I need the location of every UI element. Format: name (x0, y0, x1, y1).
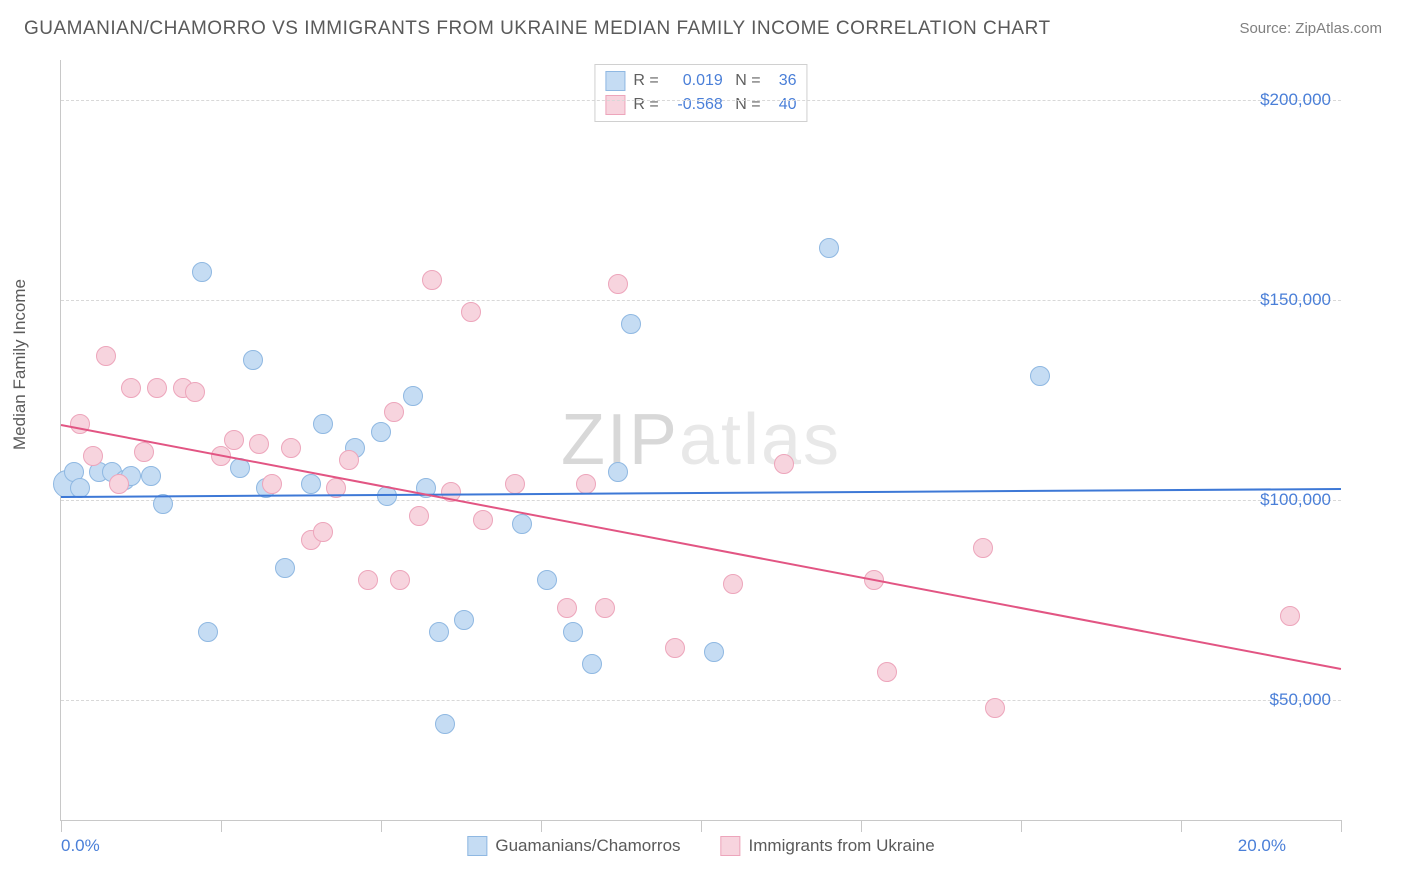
data-point (723, 574, 743, 594)
data-point (576, 474, 596, 494)
data-point (1280, 606, 1300, 626)
stats-r-value: 0.019 (667, 72, 723, 90)
data-point (390, 570, 410, 590)
data-point (339, 450, 359, 470)
data-point (985, 698, 1005, 718)
x-tick (381, 820, 382, 832)
gridline (61, 500, 1341, 501)
stats-r-label: R = (633, 72, 658, 90)
legend-label: Immigrants from Ukraine (749, 836, 935, 856)
scatter-chart: ZIPatlas 0.0% 20.0% Guamanians/Chamorros… (60, 60, 1341, 821)
gridline (61, 300, 1341, 301)
y-tick-label: $100,000 (1260, 490, 1331, 510)
stats-n-value: 40 (769, 96, 797, 114)
data-point (262, 474, 282, 494)
gridline (61, 100, 1341, 101)
data-point (512, 514, 532, 534)
data-point (774, 454, 794, 474)
data-point (422, 270, 442, 290)
data-point (665, 638, 685, 658)
data-point (224, 430, 244, 450)
x-axis-max-label: 20.0% (1238, 836, 1286, 856)
data-point (243, 350, 263, 370)
data-point (358, 570, 378, 590)
data-point (313, 414, 333, 434)
data-point (621, 314, 641, 334)
y-tick-label: $200,000 (1260, 90, 1331, 110)
data-point (819, 238, 839, 258)
gridline (61, 700, 1341, 701)
watermark: ZIPatlas (561, 399, 841, 481)
data-point (301, 474, 321, 494)
y-tick-label: $50,000 (1270, 690, 1331, 710)
data-point (121, 378, 141, 398)
x-tick (1181, 820, 1182, 832)
data-point (435, 714, 455, 734)
legend-label: Guamanians/Chamorros (495, 836, 680, 856)
stats-n-value: 36 (769, 72, 797, 90)
stats-swatch (605, 95, 625, 115)
data-point (192, 262, 212, 282)
data-point (249, 434, 269, 454)
data-point (96, 346, 116, 366)
stats-swatch (605, 71, 625, 91)
data-point (141, 466, 161, 486)
data-point (608, 462, 628, 482)
legend-item: Guamanians/Chamorros (467, 836, 680, 856)
data-point (704, 642, 724, 662)
stats-r-label: R = (633, 96, 658, 114)
stats-row: R = 0.019 N = 36 (605, 69, 796, 93)
x-axis-min-label: 0.0% (61, 836, 100, 856)
data-point (1030, 366, 1050, 386)
trend-line (61, 488, 1341, 498)
data-point (537, 570, 557, 590)
data-point (313, 522, 333, 542)
data-point (275, 558, 295, 578)
legend-item: Immigrants from Ukraine (721, 836, 935, 856)
data-point (281, 438, 301, 458)
data-point (403, 386, 423, 406)
stats-n-label: N = (731, 72, 761, 90)
x-tick (1341, 820, 1342, 832)
stats-n-label: N = (731, 96, 761, 114)
bottom-legend: Guamanians/Chamorros Immigrants from Ukr… (467, 836, 934, 856)
x-tick (1021, 820, 1022, 832)
x-tick (61, 820, 62, 832)
data-point (147, 378, 167, 398)
data-point (409, 506, 429, 526)
data-point (83, 446, 103, 466)
data-point (505, 474, 525, 494)
stats-row: R = -0.568 N = 40 (605, 93, 796, 117)
trend-line (61, 424, 1341, 670)
data-point (608, 274, 628, 294)
y-axis-title: Median Family Income (10, 279, 30, 450)
legend-swatch (721, 836, 741, 856)
x-tick (541, 820, 542, 832)
x-tick (861, 820, 862, 832)
source-label: Source: ZipAtlas.com (1239, 20, 1382, 37)
data-point (973, 538, 993, 558)
y-tick-label: $150,000 (1260, 290, 1331, 310)
data-point (473, 510, 493, 530)
data-point (563, 622, 583, 642)
chart-title: GUAMANIAN/CHAMORRO VS IMMIGRANTS FROM UK… (24, 18, 1382, 40)
data-point (198, 622, 218, 642)
data-point (371, 422, 391, 442)
data-point (109, 474, 129, 494)
data-point (134, 442, 154, 462)
stats-legend: R = 0.019 N = 36 R = -0.568 N = 40 (594, 64, 807, 122)
data-point (185, 382, 205, 402)
data-point (582, 654, 602, 674)
data-point (454, 610, 474, 630)
data-point (461, 302, 481, 322)
x-tick (701, 820, 702, 832)
data-point (384, 402, 404, 422)
data-point (595, 598, 615, 618)
legend-swatch (467, 836, 487, 856)
data-point (429, 622, 449, 642)
stats-r-value: -0.568 (667, 96, 723, 114)
x-tick (221, 820, 222, 832)
data-point (877, 662, 897, 682)
data-point (557, 598, 577, 618)
